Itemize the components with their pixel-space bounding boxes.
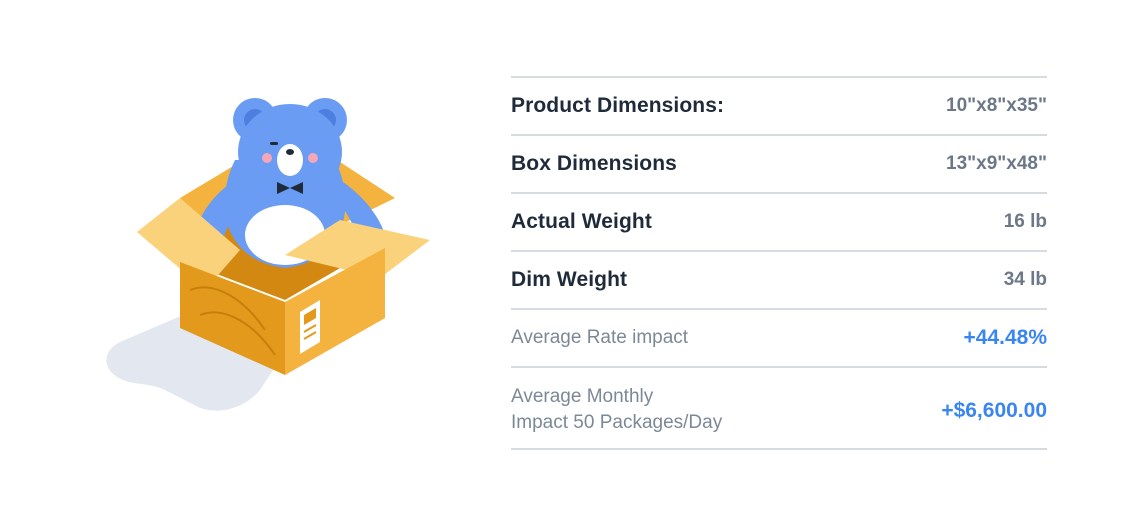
rate-impact-label: Average Rate impact bbox=[511, 327, 689, 348]
row-label: Actual Weight bbox=[511, 210, 652, 233]
box-left-face bbox=[180, 262, 285, 375]
monthly-impact-label-line1: Average Monthly bbox=[511, 386, 654, 407]
monthly-impact-label: Average Monthly Impact 50 Packages/Day bbox=[511, 384, 722, 436]
table-row-actual-weight: Actual Weight 16 lb bbox=[511, 194, 1047, 252]
table-row-dim-weight: Dim Weight 34 lb bbox=[511, 252, 1047, 310]
row-label: Dim Weight bbox=[511, 268, 628, 291]
box-front-flap-left bbox=[137, 198, 240, 290]
row-value: 13"x9"x48" bbox=[946, 153, 1047, 174]
row-value: 10"x8"x35" bbox=[946, 95, 1047, 116]
row-label: Product Dimensions: bbox=[511, 94, 725, 117]
monthly-impact-label-line2: Impact 50 Packages/Day bbox=[511, 412, 723, 433]
table-row-rate-impact: Average Rate impact +44.48% bbox=[511, 310, 1047, 368]
table-row-monthly-impact: Average Monthly Impact 50 Packages/Day +… bbox=[511, 368, 1047, 450]
bow-tie bbox=[277, 182, 290, 194]
bear-in-box-illustration bbox=[95, 90, 440, 420]
row-value: 34 lb bbox=[1003, 269, 1047, 290]
monthly-impact-value: +$6,600.00 bbox=[941, 399, 1047, 422]
row-label: Box Dimensions bbox=[511, 152, 677, 175]
box-front-flap-right bbox=[285, 220, 430, 278]
table-top-divider bbox=[511, 76, 1047, 78]
bear-eye-left bbox=[270, 142, 278, 145]
shipping-details-table: Product Dimensions: 10"x8"x35" Box Dimen… bbox=[511, 76, 1047, 450]
rate-impact-value: +44.48% bbox=[963, 326, 1048, 349]
bear-muzzle bbox=[277, 144, 303, 176]
row-value: 16 lb bbox=[1003, 211, 1047, 232]
table-row-product-dimensions: Product Dimensions: 10"x8"x35" bbox=[511, 78, 1047, 136]
table-row-box-dimensions: Box Dimensions 13"x9"x48" bbox=[511, 136, 1047, 194]
